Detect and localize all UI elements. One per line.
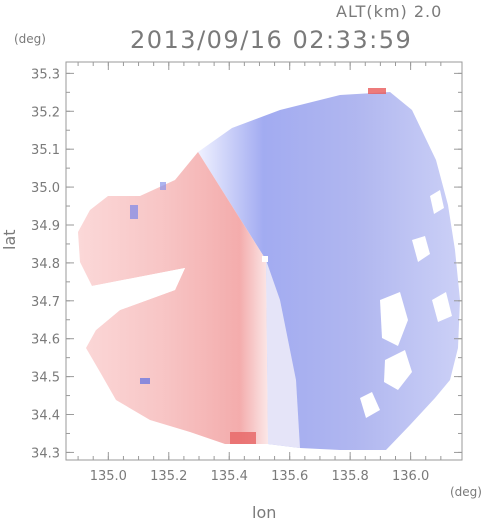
altitude-label: ALT(km) 2.0 [336,2,443,21]
y-tick-label: 34.4 [31,409,60,424]
echo-region-transition [266,260,300,448]
x-tick-label: 135.4 [211,469,248,484]
x-unit-label: (deg) [450,485,482,499]
x-tick-label: 135.0 [90,469,127,484]
y-tick-label: 35.3 [31,67,60,82]
echo-region-receding [78,152,268,444]
x-tick-label: 135.2 [150,469,187,484]
echo-gap-notch [92,268,185,330]
plot-frame [65,61,463,461]
chart-title-datetime: 2013/09/16 02:33:59 [130,26,413,54]
echo-speckles [130,88,386,444]
y-tick-label: 34.7 [31,295,60,310]
y-tick-label: 34.5 [31,371,60,386]
y-tick-label: 34.9 [31,219,60,234]
x-tick-label: 135.8 [332,469,369,484]
echo-holes [360,190,452,418]
y-tick-label: 34.6 [31,333,60,348]
y-tick-label: 34.3 [31,446,60,461]
y-unit-label: (deg) [14,32,46,46]
x-tick-label: 136.0 [392,469,429,484]
axis-ticks: 135.0 135.2 135.4 135.6 135.8 136.0 34.3 34.4 34… [31,62,462,484]
y-tick-label: 34.8 [31,257,60,272]
y-tick-label: 35.1 [31,143,60,158]
y-tick-label: 35.0 [31,181,60,196]
y-tick-label: 35.2 [31,105,60,120]
x-axis-label: lon [252,503,277,522]
x-tick-label: 135.6 [271,469,308,484]
